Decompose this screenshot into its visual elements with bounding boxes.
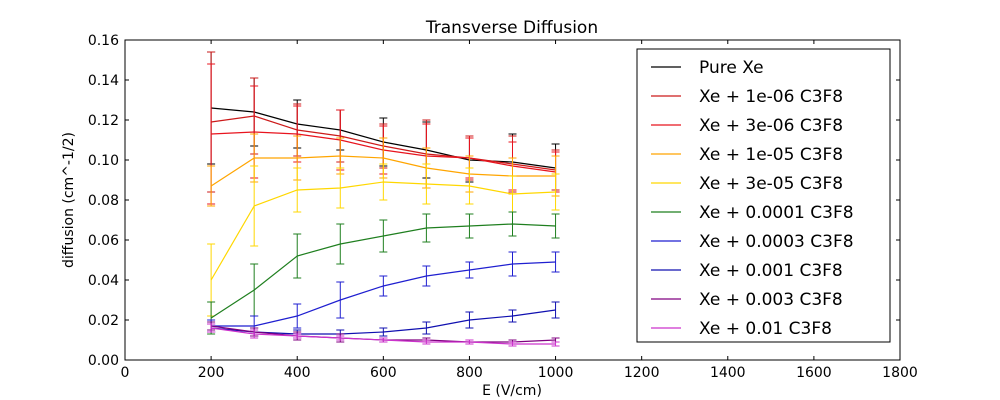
y-tick-label: 0.00: [88, 353, 119, 369]
y-tick-label: 0.06: [88, 233, 119, 249]
legend-box: [636, 48, 891, 343]
chart-title: Transverse Diffusion: [425, 18, 598, 38]
x-tick-label: 0: [121, 365, 130, 381]
legend-label: Xe + 1e-06 C3F8: [699, 87, 843, 107]
y-tick-label: 0.14: [88, 73, 119, 89]
y-tick-label: 0.08: [88, 193, 119, 209]
y-tick-label: 0.16: [88, 33, 119, 49]
x-tick-label: 800: [456, 365, 483, 381]
series: [207, 211, 560, 335]
x-tick-label: 200: [198, 365, 225, 381]
series-layer: [207, 51, 560, 347]
x-tick-label: 1000: [538, 365, 574, 381]
x-axis-title: E (V/cm): [482, 383, 542, 399]
axes-layer: 0 200 400 600 800 1000 1200 1400 1600 1800 0.00 0.0…: [88, 33, 918, 381]
legend-label: Xe + 1e-05 C3F8: [699, 145, 843, 165]
x-tick-label: 1400: [710, 365, 746, 381]
y-tick-label: 0.02: [88, 313, 119, 329]
x-tick-label: 600: [370, 365, 397, 381]
legend-label: Xe + 0.01 C3F8: [699, 319, 832, 339]
legend-label: Xe + 3e-06 C3F8: [699, 116, 843, 136]
legend-label: Pure Xe: [699, 58, 764, 78]
series: [207, 251, 560, 337]
y-tick-label: 0.04: [88, 273, 119, 289]
legend-label: Xe + 3e-05 C3F8: [699, 174, 843, 194]
x-tick-label: 400: [284, 365, 311, 381]
legend-label: Xe + 0.0001 C3F8: [699, 203, 854, 223]
x-tick-label: 1800: [882, 365, 918, 381]
y-tick-label: 0.12: [88, 113, 119, 129]
legend: Pure Xe Xe + 1e-06 C3F8 Xe + 3e-06 C3F8 Xe …: [636, 48, 891, 343]
x-tick-label: 1200: [624, 365, 660, 381]
series: [207, 323, 560, 347]
x-tick-label: 1600: [796, 365, 832, 381]
legend-label: Xe + 0.003 C3F8: [699, 290, 843, 310]
y-tick-label: 0.10: [88, 153, 119, 169]
legend-label: Xe + 0.001 C3F8: [699, 261, 843, 281]
series: [207, 163, 560, 317]
y-axis-title: diffusion (cm^-1/2): [61, 132, 77, 268]
legend-label: Xe + 0.0003 C3F8: [699, 232, 854, 252]
